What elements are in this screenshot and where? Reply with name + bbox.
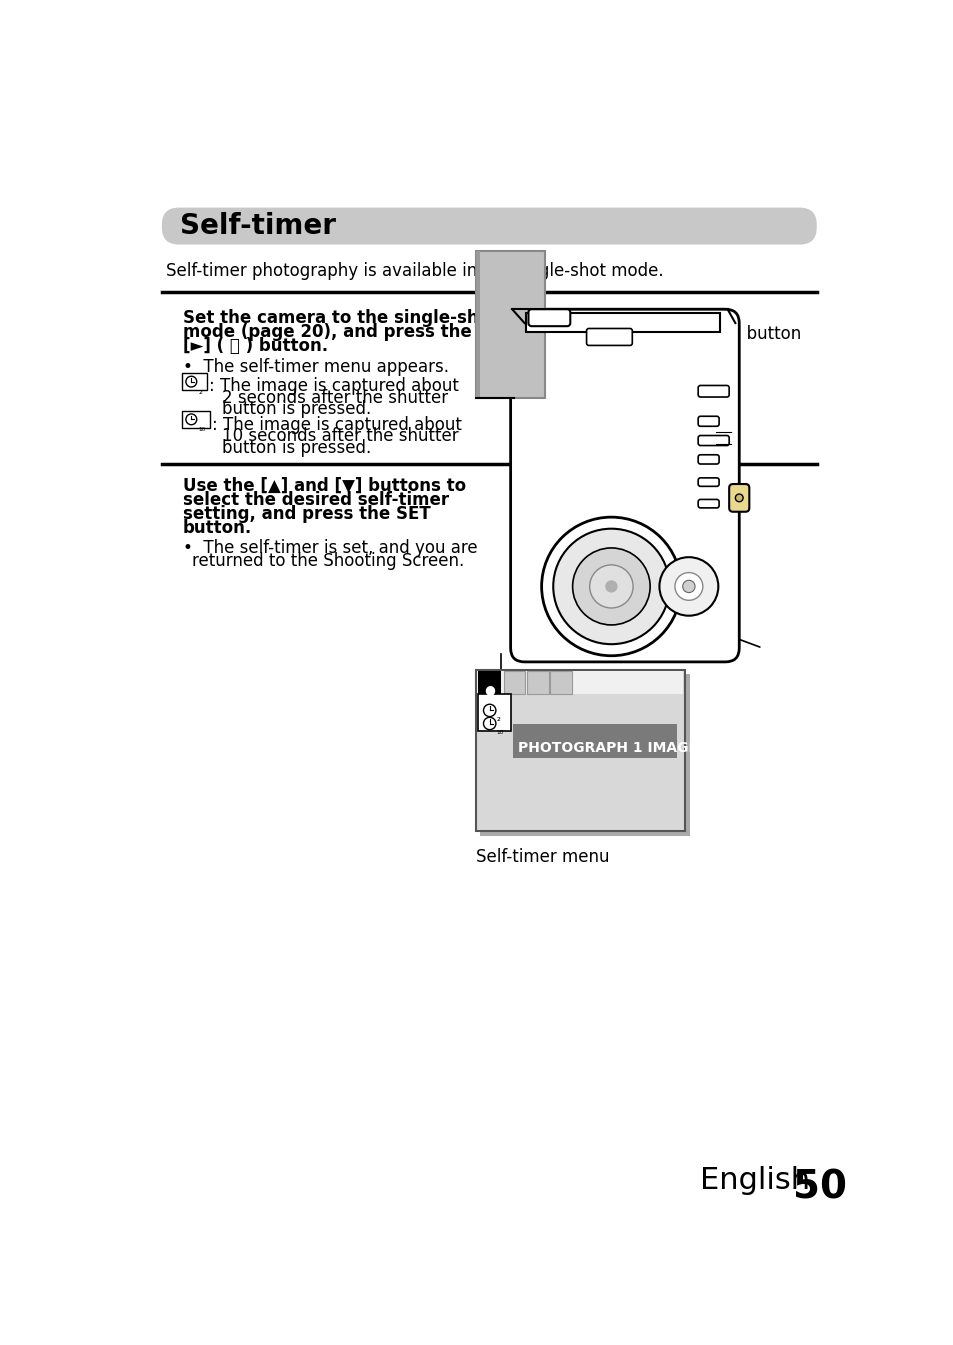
FancyBboxPatch shape: [698, 477, 719, 487]
Bar: [480, 674, 689, 837]
FancyBboxPatch shape: [728, 484, 748, 511]
Text: ₁₀: ₁₀: [497, 726, 503, 736]
Bar: [526, 671, 548, 694]
Bar: [476, 670, 684, 831]
Text: setting, and press the SET: setting, and press the SET: [183, 504, 430, 523]
FancyBboxPatch shape: [528, 309, 570, 327]
Text: ₂: ₂: [198, 386, 202, 397]
Text: ₂: ₂: [497, 713, 500, 724]
Bar: [477, 671, 500, 694]
Circle shape: [589, 565, 633, 608]
Bar: [476, 252, 479, 398]
Text: 2 seconds after the shutter: 2 seconds after the shutter: [221, 389, 447, 406]
FancyBboxPatch shape: [698, 416, 719, 426]
Text: Self-timer: Self-timer: [179, 213, 335, 239]
Text: English: English: [700, 1166, 810, 1196]
FancyBboxPatch shape: [586, 328, 632, 346]
Bar: [476, 671, 682, 694]
Text: 50: 50: [793, 1169, 846, 1206]
Bar: [550, 671, 571, 694]
Text: button is pressed.: button is pressed.: [221, 399, 371, 418]
Text: 10 seconds after the shutter: 10 seconds after the shutter: [221, 428, 457, 445]
Circle shape: [682, 580, 695, 593]
Text: button is pressed.: button is pressed.: [221, 438, 371, 456]
Text: select the desired self-timer: select the desired self-timer: [183, 491, 449, 508]
Bar: [476, 252, 545, 398]
Text: : The image is captured about: : The image is captured about: [212, 416, 461, 433]
Bar: [503, 671, 525, 694]
Bar: [513, 724, 677, 759]
FancyBboxPatch shape: [182, 410, 210, 428]
FancyBboxPatch shape: [698, 386, 728, 397]
Circle shape: [572, 547, 649, 625]
Text: Set the camera to the single-shot: Set the camera to the single-shot: [183, 309, 497, 327]
Text: [►] ( ⌛ ) button: [►] ( ⌛ ) button: [677, 324, 801, 343]
Circle shape: [659, 557, 718, 616]
Text: •  The self-timer is set, and you are: • The self-timer is set, and you are: [183, 539, 476, 557]
Text: button.: button.: [183, 519, 252, 537]
Bar: [525, 313, 720, 332]
Circle shape: [674, 573, 702, 600]
Text: Self-timer photography is available in the single-shot mode.: Self-timer photography is available in t…: [166, 261, 662, 280]
Text: : The image is captured about: : The image is captured about: [209, 377, 458, 395]
Text: ●: ●: [484, 683, 495, 695]
Text: Self-timer menu: Self-timer menu: [476, 849, 609, 866]
Circle shape: [604, 580, 617, 593]
FancyBboxPatch shape: [698, 499, 719, 508]
Text: PHOTOGRAPH 1 IMAGE: PHOTOGRAPH 1 IMAGE: [517, 741, 698, 755]
Circle shape: [735, 494, 742, 502]
FancyBboxPatch shape: [698, 436, 728, 445]
Text: returned to the Shooting Screen.: returned to the Shooting Screen.: [192, 551, 464, 570]
FancyBboxPatch shape: [162, 207, 816, 245]
Text: •  The self-timer menu appears.: • The self-timer menu appears.: [183, 358, 448, 375]
FancyBboxPatch shape: [510, 309, 739, 662]
Bar: [477, 694, 510, 732]
FancyBboxPatch shape: [182, 373, 207, 390]
Text: [►] ( ⌛ ) button.: [►] ( ⌛ ) button.: [183, 338, 328, 355]
Circle shape: [553, 529, 669, 644]
Text: ₁₀: ₁₀: [198, 424, 205, 433]
Text: mode (page 20), and press the: mode (page 20), and press the: [183, 323, 471, 342]
Text: Use the [▲] and [▼] buttons to: Use the [▲] and [▼] buttons to: [183, 477, 465, 495]
FancyBboxPatch shape: [698, 455, 719, 464]
